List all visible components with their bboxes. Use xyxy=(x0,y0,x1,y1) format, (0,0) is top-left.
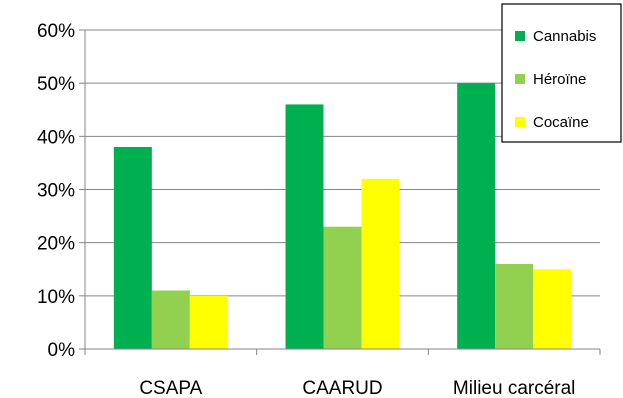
y-tick-label: 30% xyxy=(37,181,75,202)
bar-cocaïne xyxy=(361,178,400,349)
y-tick-label: 20% xyxy=(37,234,75,255)
bar-héroïne xyxy=(495,263,534,349)
bar-cocaïne xyxy=(533,269,572,349)
y-axis-tick-labels: 0% 10% 20% 30% 40% 50% 60% xyxy=(37,21,75,361)
legend-label: Cannabis xyxy=(533,28,596,45)
bar-cocaïne xyxy=(189,295,228,349)
x-category-label: CSAPA xyxy=(139,378,202,398)
bar-cannabis xyxy=(113,146,152,349)
y-tick-label: 50% xyxy=(37,74,75,95)
bar-cannabis xyxy=(285,104,324,349)
x-category-label: CAARUD xyxy=(302,378,382,398)
bar-héroïne xyxy=(323,226,362,349)
x-axis-category-labels: CSAPA CAARUD Milieu carcéral xyxy=(139,378,575,398)
legend-swatch-cocaïne xyxy=(515,117,525,127)
bar-héroïne xyxy=(151,290,190,349)
y-tick-label: 60% xyxy=(37,21,75,42)
y-tick-label: 40% xyxy=(37,127,75,148)
bars xyxy=(113,83,572,350)
legend-label: Cocaïne xyxy=(533,114,589,131)
legend-swatch-héroïne xyxy=(515,74,525,84)
legend: Cannabis Héroïne Cocaïne xyxy=(501,3,622,143)
y-tick-label: 10% xyxy=(37,287,75,308)
axes xyxy=(84,30,601,355)
y-tick-label: 0% xyxy=(48,340,76,361)
legend-swatch-cannabis xyxy=(515,31,525,41)
legend-label: Héroïne xyxy=(533,71,586,88)
x-category-label: Milieu carcéral xyxy=(453,378,575,398)
bar-cannabis xyxy=(457,83,496,350)
